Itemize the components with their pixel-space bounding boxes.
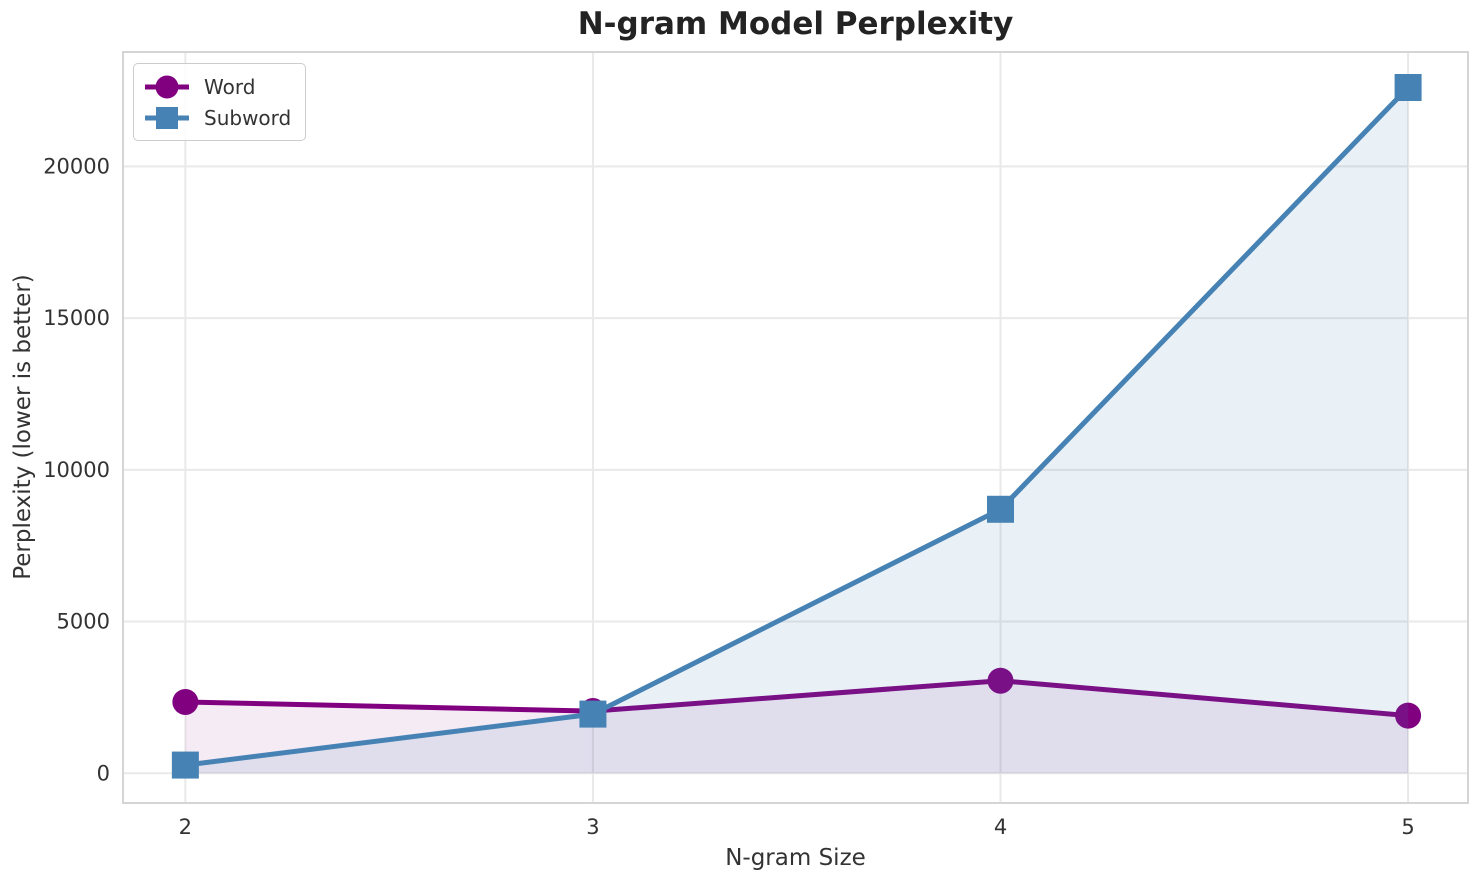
subword-point-5	[1394, 74, 1422, 102]
subword-line	[182, 85, 1411, 768]
y-axis-label: Perplexity (lower is better)	[10, 274, 36, 580]
x-tick-label-2: 2	[179, 815, 192, 839]
word-point-2	[172, 688, 199, 715]
y-tick-label-15000: 15000	[43, 306, 110, 330]
word-line-marker-icon	[145, 75, 189, 98]
x-tick-label-3: 3	[586, 815, 599, 839]
x-tick-label-5: 5	[1401, 815, 1414, 839]
y-tick-label-5000: 5000	[57, 610, 110, 634]
legend-label-subword: Subword	[204, 105, 292, 130]
subword-area	[185, 87, 1409, 774]
word-area	[185, 680, 1409, 774]
subword-point-3	[579, 700, 607, 728]
y-tick-label-0: 0	[97, 761, 110, 785]
legend-label-word: Word	[204, 74, 256, 99]
subword-point-4	[987, 495, 1015, 523]
y-tick-label-10000: 10000	[43, 458, 110, 482]
axes-frame	[122, 51, 1469, 804]
legend-item-subword: Subword	[142, 102, 291, 133]
subword-line-marker-icon	[145, 106, 189, 129]
x-tick-label-4: 4	[994, 815, 1007, 839]
chart-title: N-gram Model Perplexity	[577, 6, 1014, 42]
word-point-4	[987, 667, 1014, 694]
subword-point-2	[171, 751, 199, 779]
word-point-5	[1395, 702, 1422, 729]
word-line	[182, 678, 1411, 719]
y-tick-label-20000: 20000	[43, 154, 110, 178]
x-axis-label: N-gram Size	[725, 845, 866, 871]
legend-item-word: Word	[142, 71, 291, 102]
legend: Word Subword	[133, 63, 307, 141]
